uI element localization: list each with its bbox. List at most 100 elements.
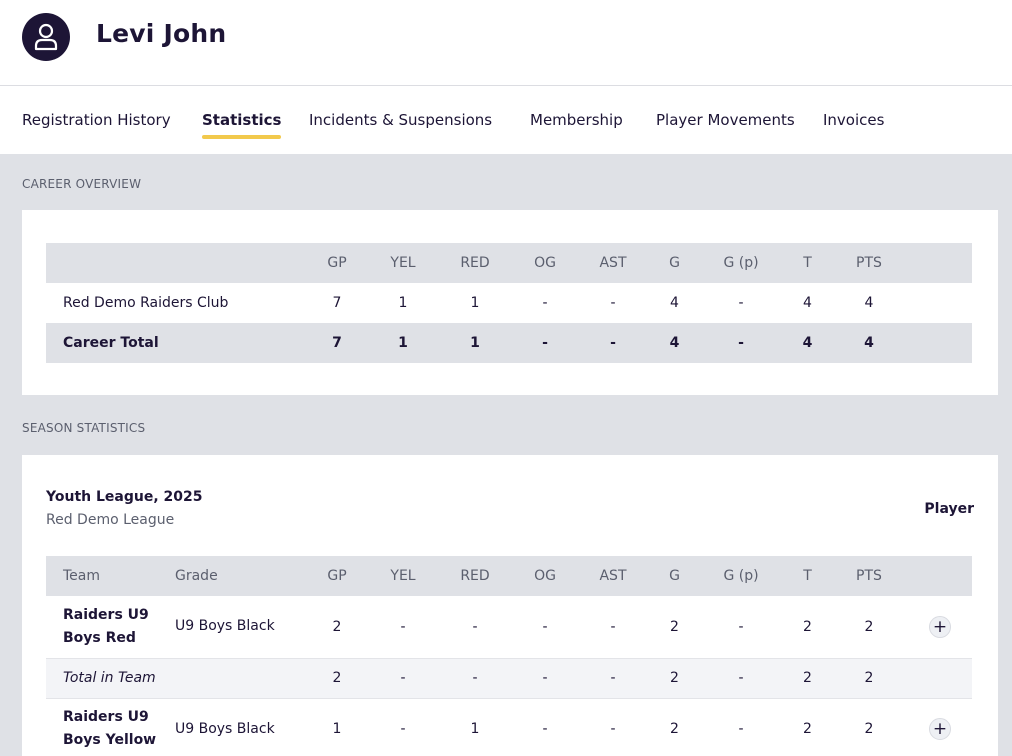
- stat-cell: [908, 658, 972, 699]
- total-cell: 4: [830, 323, 908, 363]
- header-gp-penalty: G (p): [697, 243, 785, 283]
- header-cell: [46, 243, 302, 283]
- header-t: T: [785, 556, 830, 596]
- team-total-label: Total in Team: [46, 658, 302, 699]
- expand-row-button[interactable]: +: [929, 718, 951, 740]
- tab-label: Incidents & Suspensions: [309, 111, 493, 129]
- tab-registration-history[interactable]: Registration History: [22, 111, 171, 129]
- stat-cell: -: [372, 596, 434, 659]
- header-gp: GP: [302, 556, 372, 596]
- user-icon: [34, 23, 58, 51]
- header-red: RED: [434, 556, 516, 596]
- tab-membership[interactable]: Membership: [530, 111, 623, 129]
- total-cell: 4: [785, 323, 830, 363]
- header-og: OG: [516, 243, 574, 283]
- header-cell: [908, 556, 972, 596]
- avatar: [22, 13, 70, 61]
- stat-cell: -: [574, 596, 652, 659]
- expand-cell: +: [908, 698, 972, 756]
- stat-cell: -: [697, 658, 785, 699]
- header-g: G: [652, 556, 697, 596]
- stat-cell: 2: [652, 698, 697, 756]
- total-cell: -: [574, 323, 652, 363]
- total-cell: 7: [302, 323, 372, 363]
- stat-cell: -: [697, 596, 785, 659]
- stat-cell: -: [516, 596, 574, 659]
- stat-cell: 7: [332, 295, 342, 311]
- career-total-label: Career Total: [46, 323, 302, 363]
- player-header: Levi John: [0, 0, 1012, 86]
- header-gp: GP: [302, 243, 372, 283]
- stat-cell: 1: [398, 295, 408, 311]
- stat-cell: -: [574, 698, 652, 756]
- tab-label: Invoices: [823, 111, 885, 129]
- expand-cell: +: [908, 596, 972, 659]
- grade-name: U9 Boys Black: [175, 596, 302, 659]
- stat-cell: [908, 283, 972, 323]
- stat-cell: -: [434, 596, 516, 659]
- stat-cell: -: [610, 295, 616, 311]
- season-statistics-heading: SEASON STATISTICS: [22, 421, 146, 435]
- player-role: Player: [924, 501, 974, 517]
- stat-cell: 1: [434, 698, 516, 756]
- total-cell: 4: [652, 323, 697, 363]
- stat-cell: 2: [652, 596, 697, 659]
- player-name: Levi John: [96, 19, 227, 48]
- season-header-row: Team Grade GP YEL RED OG AST G G (p) T P…: [46, 556, 972, 596]
- stat-cell: 2: [302, 596, 372, 659]
- header-grade: Grade: [175, 556, 302, 596]
- tab-player-movements[interactable]: Player Movements: [656, 111, 795, 129]
- expand-row-button[interactable]: +: [929, 615, 951, 638]
- header-gp-penalty: G (p): [697, 556, 785, 596]
- header-pts: PTS: [830, 243, 908, 283]
- header-t: T: [785, 243, 830, 283]
- header-pts: PTS: [830, 556, 908, 596]
- stat-cell: -: [542, 295, 548, 311]
- grade-name: U9 Boys Black: [175, 698, 302, 756]
- tab-label: Registration History: [22, 111, 171, 129]
- total-cell: -: [697, 323, 785, 363]
- table-row: Red Demo Raiders Club 7 1 1 - - 4 - 4 4: [46, 283, 972, 323]
- team-name: Raiders U9 Boys Yellow: [46, 698, 175, 756]
- header-red: RED: [434, 243, 516, 283]
- header-ast: AST: [574, 556, 652, 596]
- tab-statistics[interactable]: Statistics: [202, 111, 282, 139]
- total-cell: 1: [434, 323, 516, 363]
- stat-cell: 2: [785, 596, 830, 659]
- header-team: Team: [46, 556, 175, 596]
- stat-cell: -: [372, 698, 434, 756]
- header-cell: [908, 243, 972, 283]
- stat-cell: -: [434, 658, 516, 699]
- header-g: G: [652, 243, 697, 283]
- stat-cell: 2: [830, 658, 908, 699]
- club-name: Red Demo Raiders Club: [63, 295, 229, 311]
- career-header-row: GP YEL RED OG AST G G (p) T PTS: [46, 243, 972, 283]
- stat-cell: 4: [864, 295, 874, 311]
- league-subtitle: Red Demo League: [46, 512, 175, 528]
- tab-invoices[interactable]: Invoices: [823, 111, 884, 129]
- team-name: Raiders U9 Boys Red: [46, 596, 175, 659]
- stat-cell: -: [697, 698, 785, 756]
- stat-cell: -: [516, 658, 574, 699]
- header-og: OG: [516, 556, 574, 596]
- total-cell: [908, 323, 972, 363]
- stat-cell: 2: [830, 596, 908, 659]
- stat-cell: 4: [670, 295, 679, 311]
- tab-label: Player Movements: [656, 111, 795, 129]
- total-cell: -: [516, 323, 574, 363]
- active-tab-indicator: [202, 135, 282, 139]
- league-title: Youth League, 2025: [46, 489, 203, 505]
- tab-incidents-suspensions[interactable]: Incidents & Suspensions: [309, 111, 492, 129]
- stat-cell: -: [574, 658, 652, 699]
- career-table: GP YEL RED OG AST G G (p) T PTS Red Demo…: [46, 243, 972, 363]
- tab-bar: Registration History Statistics Incident…: [0, 86, 1012, 154]
- total-cell: 1: [372, 323, 434, 363]
- stat-cell: 1: [302, 698, 372, 756]
- header-yel: YEL: [372, 243, 434, 283]
- season-statistics-card: Youth League, 2025 Red Demo League Playe…: [22, 455, 998, 756]
- stat-cell: 2: [652, 658, 697, 699]
- header-yel: YEL: [372, 556, 434, 596]
- team-total-row: Total in Team 2 - - - - 2 - 2 2: [46, 658, 972, 699]
- header-ast: AST: [574, 243, 652, 283]
- season-table: Team Grade GP YEL RED OG AST G G (p) T P…: [46, 556, 972, 756]
